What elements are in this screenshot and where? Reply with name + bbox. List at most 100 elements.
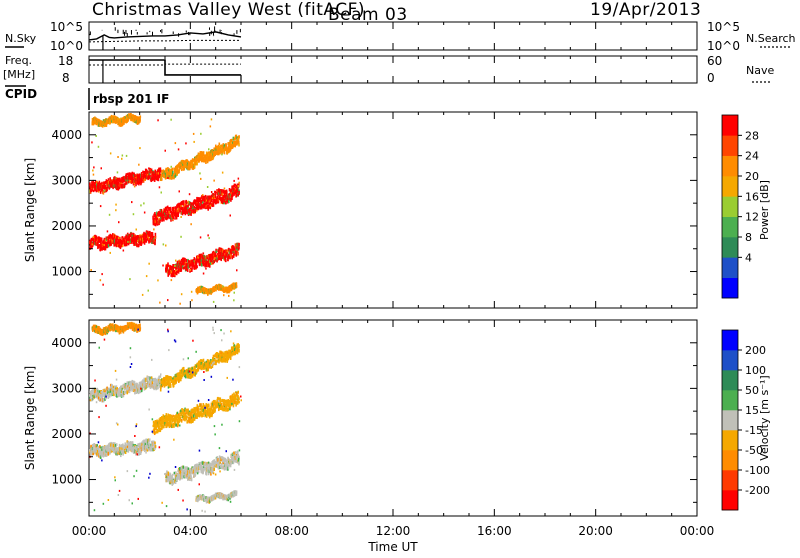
power-stray-point (100, 279, 102, 281)
velocity-point (172, 415, 174, 417)
power-point (101, 182, 103, 184)
velocity-point (93, 453, 95, 455)
velocity-point (181, 419, 183, 421)
power-stray-point (179, 303, 181, 305)
power-stray-point (234, 292, 236, 294)
velocity-point (144, 440, 146, 443)
power-stray-point (117, 171, 119, 173)
power-stray-point (92, 170, 94, 172)
power-stray-point (207, 186, 209, 188)
power-stray-point (222, 285, 224, 287)
power-point (186, 202, 188, 204)
power-stray-point (127, 241, 129, 243)
velocity-point (175, 424, 177, 427)
noise-series-group (89, 26, 241, 50)
power-point (232, 255, 234, 259)
power-stray-point (222, 172, 224, 174)
station-title: Christmas Valley West (fitACF) (92, 0, 365, 20)
velocity-point (160, 375, 162, 378)
velocity-point (237, 451, 239, 454)
noise-right-tick-bottom: 10^0 (707, 39, 740, 53)
velocity-point (232, 394, 234, 397)
noise-left-tick-bottom: 10^0 (50, 39, 83, 53)
power-stray-point (123, 250, 125, 252)
power-stray-point (210, 205, 212, 207)
power-stray-point (193, 141, 195, 143)
power-point (234, 184, 236, 186)
power-point (186, 259, 188, 262)
power-stray-point (191, 299, 193, 301)
power-point (238, 135, 240, 138)
power-stray-point (180, 216, 182, 218)
power-point (174, 217, 176, 219)
power-stray-point (115, 204, 117, 206)
velocity-point (220, 397, 222, 400)
nave-label: Nave (746, 64, 774, 77)
power-stray-point (228, 295, 230, 297)
velocity-point (203, 468, 205, 471)
velocity-point (238, 462, 240, 466)
power-stray-point (101, 273, 103, 275)
power-point (149, 175, 151, 178)
power-stray-point (135, 236, 137, 238)
power-stray-point (153, 228, 155, 230)
velocity-point (108, 452, 110, 456)
power-point (100, 191, 102, 194)
velocity-point (188, 467, 190, 470)
power-stray-point (115, 209, 117, 211)
power-stray-point (167, 299, 169, 301)
power-point (238, 191, 240, 195)
power-stray-point (165, 150, 167, 152)
cpid-value: rbsp 201 IF (93, 92, 169, 106)
power-stray-point (110, 252, 112, 254)
velocity-point (206, 472, 208, 476)
velocity-point (155, 445, 157, 448)
power-stray-point (159, 186, 161, 188)
power-stray-point (173, 275, 175, 277)
cpid-label: CPID (5, 87, 37, 101)
power-point (213, 203, 215, 207)
power-stray-point (190, 269, 192, 271)
power-stray-point (163, 243, 165, 245)
power-point (139, 118, 141, 122)
power-stray-point (210, 125, 212, 127)
power-point (223, 190, 225, 192)
velocity-point (210, 408, 212, 411)
power-stray-point (140, 204, 142, 206)
power-stray-point (211, 118, 213, 120)
velocity-point (186, 415, 188, 418)
velocity-point (154, 442, 156, 445)
nave-right-tick-bottom: 0 (707, 71, 715, 85)
power-stray-point (196, 210, 198, 212)
nsearch-label: N.Search (746, 32, 796, 45)
velocity-point (125, 451, 127, 454)
date-label: 19/Apr/2013 (590, 0, 701, 20)
power-ylabel: Slant Range [km] (23, 158, 37, 262)
power-stray-point (117, 156, 119, 158)
power-stray-point (144, 212, 146, 214)
velocity-point (205, 462, 207, 464)
power-stray-point (197, 257, 199, 259)
power-point (194, 258, 196, 261)
power-point (143, 179, 145, 183)
velocity-point (183, 466, 185, 469)
power-stray-point (171, 166, 173, 168)
power-point (148, 167, 150, 169)
power-stray-point (98, 146, 100, 148)
power-stray-point (110, 152, 112, 154)
power-stray-point (205, 268, 207, 270)
power-stray-point (133, 213, 135, 215)
velocity-ylabel: Slant Range [km] (23, 366, 37, 470)
velocity-point (181, 408, 183, 411)
power-point (160, 169, 162, 172)
power-point (170, 207, 172, 210)
power-stray-point (181, 293, 183, 295)
power-stray-point (174, 265, 176, 267)
power-point (154, 242, 156, 246)
power-stray-point (104, 244, 106, 246)
power-stray-point (120, 125, 122, 127)
velocity-point (161, 425, 163, 428)
power-stray-point (238, 185, 240, 187)
velocity-scatter-group (89, 322, 242, 513)
power-stray-point (134, 185, 136, 187)
